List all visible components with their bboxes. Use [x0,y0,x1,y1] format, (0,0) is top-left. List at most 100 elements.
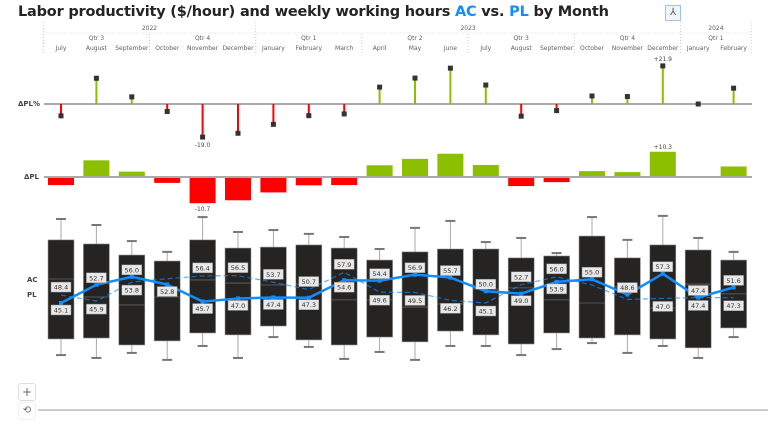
ac-label: 48.6 [620,284,634,292]
ac-marker [590,277,594,282]
month-label: August [86,45,108,52]
pl-label: 56.5 [231,264,245,272]
chart-title: Labor productivity ($/hour) and weekly w… [18,4,609,20]
month-label: September [115,45,149,52]
ac-label: 56.0 [125,266,139,274]
dpl-pct-marker [412,75,418,81]
pl-label-bg [510,271,532,283]
ac-label: 52.8 [160,288,174,296]
hierarchy-icon[interactable]: ⅄ [665,5,681,21]
year-label: 2024 [708,25,723,32]
box [189,239,216,334]
month-label: November [187,45,219,52]
quarter-label: Qtr 4 [620,35,635,42]
ac-marker [306,295,311,300]
quarter-label: Qtr 1 [708,35,723,42]
quarter-label: Qtr 3 [89,35,104,42]
dpl-bar [579,171,605,177]
ac-label-bg [263,299,284,310]
pl-label: 47.3 [726,302,740,310]
ac-label: 55.7 [443,267,457,275]
pl-label: 48.4 [54,284,68,292]
box [153,260,181,342]
ac-label: 54.4 [372,270,386,278]
ac-marker [625,292,630,297]
pl-label-bg [263,269,284,280]
box [578,235,606,339]
ac-marker [731,285,736,290]
ac-label-bg [475,278,497,290]
ac-marker [448,275,453,280]
ac-label: 53.9 [549,285,563,293]
ac-label: 56.9 [408,264,422,272]
dpl-pct-marker [58,113,64,119]
ac-label-bg [581,266,603,278]
ac-marker [413,272,417,277]
ac-marker [200,299,205,304]
dpl-pct-marker [660,63,666,69]
ac-label-bg [121,264,143,276]
year-label: 2022 [142,25,157,32]
ac-label-bg [404,262,426,273]
title-vs: vs. [476,4,510,20]
ac-label-bg [687,285,709,296]
pl-label-bg [86,303,107,315]
dpl-pct-marker [447,65,453,71]
dpl-bar [260,177,287,193]
dpl-pct-marker [306,113,312,119]
dpl-bar [472,164,499,177]
dpl-bar [437,153,464,177]
title-text: Labor productivity ($/hour) and weekly w… [18,4,455,20]
ac-label-bg [652,261,674,272]
dpl-pct-marker [200,134,206,140]
pl-label-bg [50,281,72,293]
zoom-in-button[interactable]: + [18,383,36,401]
month-label: September [540,45,574,52]
ac-label-bg [440,265,461,276]
pl-label-bg [723,300,744,311]
pl-label-bg [369,294,390,306]
pl-label-bg [475,305,497,317]
ac-label: 47.3 [302,301,316,309]
ac-label: 57.3 [656,263,670,271]
pl-label-bg [121,284,143,296]
dpl-pct-marker [129,94,135,100]
month-label: January [261,45,285,52]
reset-icon[interactable]: ⟲ [18,402,36,420]
month-label: October [155,45,180,52]
ac-label-bg [298,299,320,310]
ac-label-bg [723,275,744,286]
dpl-bar [543,177,570,183]
month-label: December [647,45,679,52]
ac-label: 54.6 [337,284,351,292]
title-pl: PL [509,4,529,20]
ac-label-bg [333,281,355,293]
ac-marker [129,274,134,279]
dpl-bar [720,166,747,177]
month-label: November [612,45,644,52]
ac-marker [271,295,276,300]
title-suffix: by Month [528,4,609,20]
dpl-bar [189,177,216,204]
ac-label-bg [617,282,638,293]
quarter-label: Qtr 2 [407,35,422,42]
month-label: February [720,45,747,52]
ac-label-bg [227,300,249,311]
ac-marker [660,271,665,276]
month-label: August [511,45,533,52]
dpl-pct-row-label: ΔPL% [18,100,40,108]
pl-label-bg [687,300,709,311]
box [260,246,287,327]
pl-label-bg [652,301,674,312]
ac-marker [236,296,240,301]
pl-label: 53.8 [125,287,139,295]
quarter-label: Qtr 4 [195,35,210,42]
dpl-bar [366,165,393,177]
month-label: October [580,45,605,52]
ac-label: 55.0 [585,269,599,277]
month-label: January [686,45,710,52]
dpl-pct-marker [731,85,737,91]
dpl-pct-marker [93,75,99,81]
month-label: July [479,45,491,52]
dpl-bar [402,158,428,177]
